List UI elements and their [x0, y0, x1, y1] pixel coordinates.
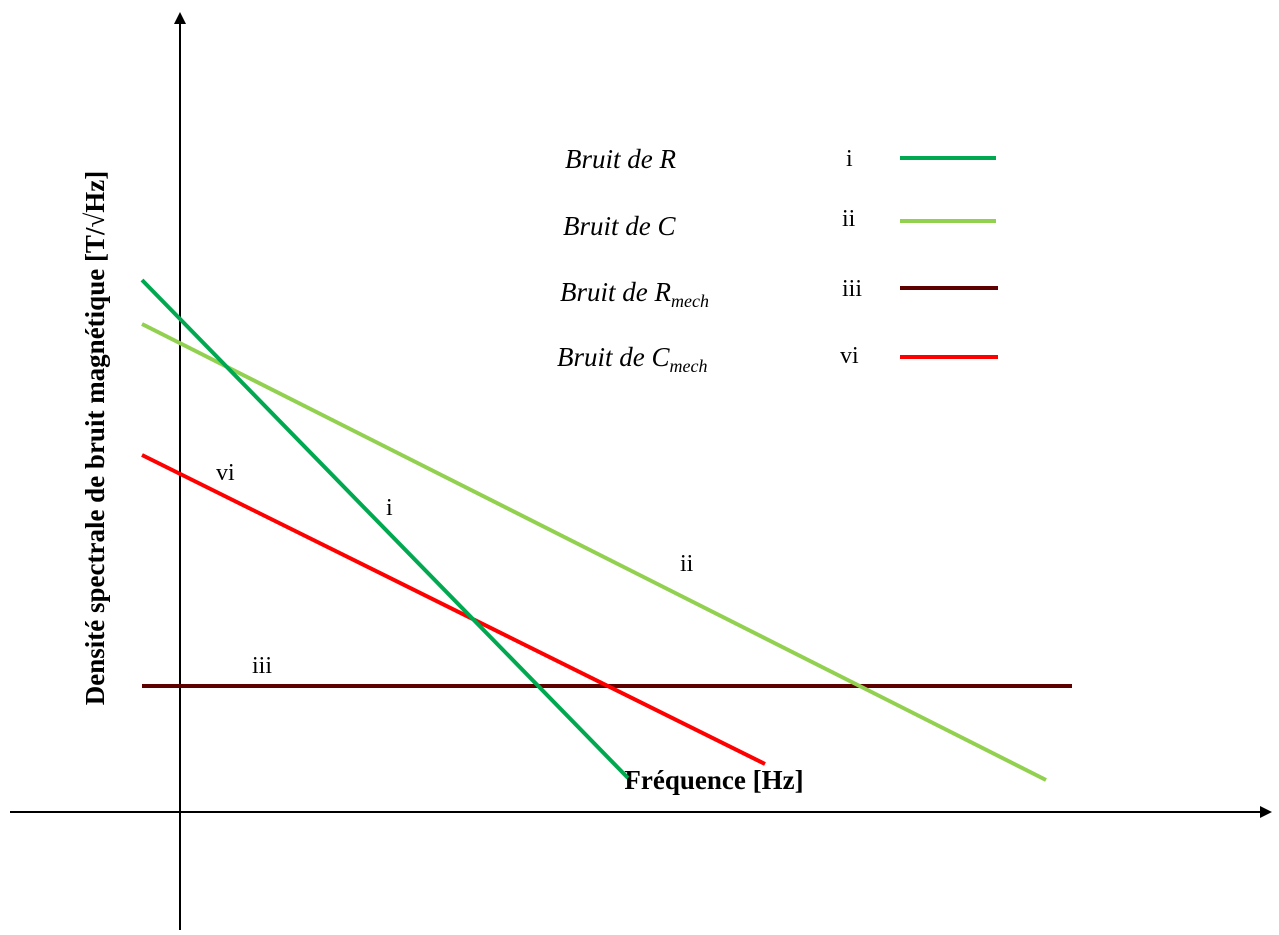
legend-item-r-mech: Bruit de Rmech iii	[560, 276, 998, 311]
legend: Bruit de R i Bruit de C ii Bruit de Rmec…	[557, 144, 998, 376]
y-axis-title: Densité spectrale de bruit magnétique [T…	[80, 171, 110, 706]
legend-label-r-mech: Bruit de Rmech	[560, 277, 709, 311]
label-ii: ii	[680, 551, 694, 577]
line-c-mech	[141, 453, 766, 766]
legend-id-r: i	[846, 146, 853, 172]
legend-item-c: Bruit de C ii	[563, 206, 996, 241]
legend-label-r: Bruit de R	[565, 144, 677, 174]
label-iii: iii	[252, 653, 272, 679]
x-axis-title: Fréquence [Hz]	[624, 765, 803, 795]
legend-id-c-mech: vi	[840, 343, 859, 369]
legend-id-c: ii	[842, 206, 856, 232]
legend-item-c-mech: Bruit de Cmech vi	[557, 342, 998, 376]
legend-label-c-mech: Bruit de Cmech	[557, 342, 708, 376]
legend-item-r: Bruit de R i	[565, 144, 996, 174]
label-i: i	[386, 495, 393, 521]
line-c	[141, 322, 1047, 782]
line-r	[140, 278, 630, 780]
legend-label-c: Bruit de C	[563, 211, 677, 241]
legend-id-r-mech: iii	[842, 276, 862, 302]
label-vi: vi	[216, 460, 235, 486]
